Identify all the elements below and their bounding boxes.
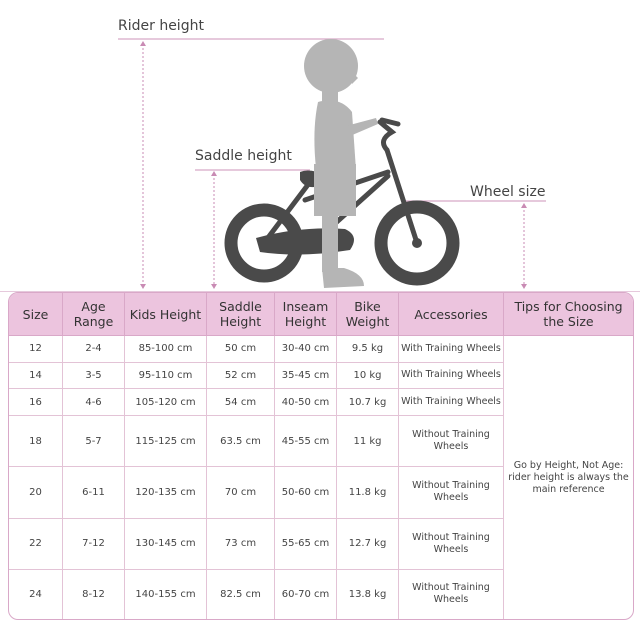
- table-row: 22 7-12 130-145 cm 73 cm 55-65 cm 12.7 kg With…: [9, 518, 633, 570]
- cell-kids-height: 85-100 cm: [125, 336, 207, 363]
- header-kids-height: Kids Height: [125, 293, 207, 336]
- cell-size: 14: [9, 362, 63, 390]
- cell-bike-weight: 10.7 kg: [337, 389, 399, 416]
- cell-inseam-height: 35-45 cm: [275, 362, 337, 390]
- bike-illustration: [0, 38, 640, 292]
- header-accessories: Accessories: [399, 293, 504, 336]
- cell-age-range: 7-12: [63, 518, 125, 570]
- cell-inseam-height: 60-70 cm: [275, 569, 337, 619]
- cell-accessories: With Training Wheels: [399, 362, 504, 390]
- cell-tips: Go by Height, Not Age: rider height is a…: [508, 459, 629, 495]
- cell-saddle-height: 54 cm: [207, 389, 275, 416]
- cell-size: 20: [9, 467, 63, 519]
- cell-age-range: 6-11: [63, 467, 125, 519]
- cell-accessories: With Training Wheels: [399, 389, 504, 416]
- table-header-row: Size Age Range Kids Height Saddle Height Ins…: [9, 293, 633, 336]
- cell-kids-height: 120-135 cm: [125, 467, 207, 519]
- header-age-range: Age Range: [63, 293, 125, 336]
- cell-inseam-height: 30-40 cm: [275, 336, 337, 363]
- cell-size: 22: [9, 518, 63, 570]
- cell-size: 24: [9, 569, 63, 619]
- cell-inseam-height: 40-50 cm: [275, 389, 337, 416]
- table-row: 16 4-6 105-120 cm 54 cm 40-50 cm 10.7 kg With …: [9, 389, 633, 416]
- cell-bike-weight: 9.5 kg: [337, 336, 399, 363]
- cell-saddle-height: 50 cm: [207, 336, 275, 363]
- cell-saddle-height: 63.5 cm: [207, 415, 275, 468]
- header-inseam-height: Inseam Height: [275, 293, 337, 336]
- cell-kids-height: 95-110 cm: [125, 362, 207, 390]
- cell-kids-height: 105-120 cm: [125, 389, 207, 416]
- header-saddle-height: Saddle Height: [207, 293, 275, 336]
- cell-bike-weight: 12.7 kg: [337, 518, 399, 570]
- cell-bike-weight: 13.8 kg: [337, 569, 399, 619]
- cell-age-range: 5-7: [63, 415, 125, 468]
- cell-saddle-height: 70 cm: [207, 467, 275, 519]
- cell-bike-weight: 11.8 kg: [337, 467, 399, 519]
- cell-accessories: Without Training Wheels: [399, 467, 504, 519]
- cell-size: 18: [9, 415, 63, 468]
- table-row: 24 8-12 140-155 cm 82.5 cm 60-70 cm 13.8 kg Wi…: [9, 569, 633, 619]
- wheel-size-label: Wheel size: [470, 184, 546, 200]
- cell-age-range: 4-6: [63, 389, 125, 416]
- size-chart-table: Size Age Range Kids Height Saddle Height Ins…: [8, 292, 634, 620]
- cell-accessories: Without Training Wheels: [399, 569, 504, 619]
- cell-size: 12: [9, 336, 63, 363]
- saddle-height-label: Saddle height: [195, 148, 292, 164]
- cell-saddle-height: 52 cm: [207, 362, 275, 390]
- cell-accessories: Without Training Wheels: [399, 415, 504, 468]
- rider-height-label: Rider height: [118, 18, 204, 34]
- table-row: 14 3-5 95-110 cm 52 cm 35-45 cm 10 kg With Tra…: [9, 362, 633, 390]
- cell-accessories: Without Training Wheels: [399, 518, 504, 570]
- header-bike-weight: Bike Weight: [337, 293, 399, 336]
- header-size: Size: [9, 293, 63, 336]
- cell-kids-height: 130-145 cm: [125, 518, 207, 570]
- cell-bike-weight: 11 kg: [337, 415, 399, 468]
- cell-kids-height: 115-125 cm: [125, 415, 207, 468]
- table-row: 12 2-4 85-100 cm 50 cm 30-40 cm 9.5 kg With Tr…: [9, 336, 633, 495]
- cell-kids-height: 140-155 cm: [125, 569, 207, 619]
- cell-inseam-height: 50-60 cm: [275, 467, 337, 519]
- header-tips: Tips for Choosing the Size: [504, 293, 633, 336]
- cell-size: 16: [9, 389, 63, 416]
- cell-saddle-height: 82.5 cm: [207, 569, 275, 619]
- cell-inseam-height: 55-65 cm: [275, 518, 337, 570]
- table-row: 20 6-11 120-135 cm 70 cm 50-60 cm 11.8 kg With…: [9, 467, 633, 519]
- table-row: 18 5-7 115-125 cm 63.5 cm 45-55 cm 11 kg Witho…: [9, 415, 633, 468]
- cell-age-range: 3-5: [63, 362, 125, 390]
- cell-saddle-height: 73 cm: [207, 518, 275, 570]
- cell-accessories: With Training Wheels: [399, 336, 504, 363]
- child-silhouette: [304, 39, 378, 288]
- cell-age-range: 8-12: [63, 569, 125, 619]
- cell-bike-weight: 10 kg: [337, 362, 399, 390]
- cell-age-range: 2-4: [63, 336, 125, 363]
- cell-inseam-height: 45-55 cm: [275, 415, 337, 468]
